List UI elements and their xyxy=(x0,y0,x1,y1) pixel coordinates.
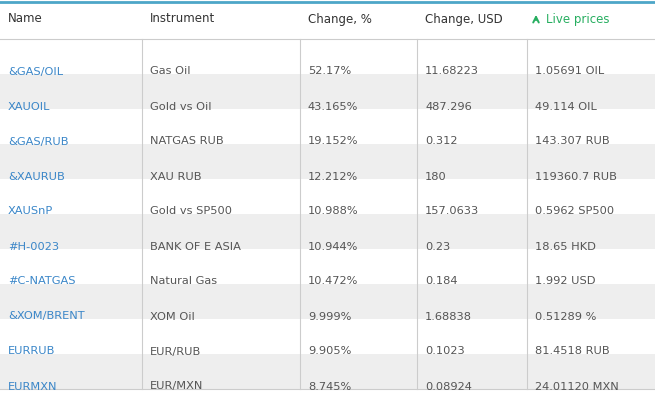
Text: XOM Oil: XOM Oil xyxy=(150,311,195,322)
Text: Natural Gas: Natural Gas xyxy=(150,276,217,286)
Text: 19.152%: 19.152% xyxy=(308,137,358,147)
Text: 8.745%: 8.745% xyxy=(308,381,351,391)
Text: 119360.7 RUB: 119360.7 RUB xyxy=(535,172,617,181)
Text: 9.999%: 9.999% xyxy=(308,311,351,322)
Text: Live prices: Live prices xyxy=(546,13,610,25)
Text: Gas Oil: Gas Oil xyxy=(150,67,191,76)
Text: #C-NATGAS: #C-NATGAS xyxy=(8,276,75,286)
Text: 24.01120 MXN: 24.01120 MXN xyxy=(535,381,619,391)
Text: EUR/RUB: EUR/RUB xyxy=(150,347,201,356)
Text: Name: Name xyxy=(8,13,43,25)
Text: &GAS/RUB: &GAS/RUB xyxy=(8,137,69,147)
Text: 180: 180 xyxy=(425,172,447,181)
Text: Change, %: Change, % xyxy=(308,13,372,25)
Text: 0.51289 %: 0.51289 % xyxy=(535,311,596,322)
Text: 157.0633: 157.0633 xyxy=(425,206,479,217)
Bar xyxy=(0,284,655,319)
Text: EURMXN: EURMXN xyxy=(8,381,58,391)
Text: &XOM/BRENT: &XOM/BRENT xyxy=(8,311,84,322)
Bar xyxy=(0,179,655,214)
Text: 11.68223: 11.68223 xyxy=(425,67,479,76)
Text: 1.05691 OIL: 1.05691 OIL xyxy=(535,67,604,76)
Text: &GAS/OIL: &GAS/OIL xyxy=(8,67,63,76)
Bar xyxy=(0,109,655,144)
Bar xyxy=(0,354,655,389)
Text: 0.1023: 0.1023 xyxy=(425,347,465,356)
Text: XAUSnP: XAUSnP xyxy=(8,206,53,217)
Text: 81.4518 RUB: 81.4518 RUB xyxy=(535,347,610,356)
Text: 0.5962 SP500: 0.5962 SP500 xyxy=(535,206,614,217)
Text: 10.944%: 10.944% xyxy=(308,242,358,252)
Text: 0.08924: 0.08924 xyxy=(425,381,472,391)
Bar xyxy=(0,214,655,249)
Text: Change, USD: Change, USD xyxy=(425,13,503,25)
Text: 10.472%: 10.472% xyxy=(308,276,358,286)
Text: 0.312: 0.312 xyxy=(425,137,457,147)
Text: &XAURUB: &XAURUB xyxy=(8,172,65,181)
Text: 12.212%: 12.212% xyxy=(308,172,358,181)
Text: NATGAS RUB: NATGAS RUB xyxy=(150,137,223,147)
Text: 43.165%: 43.165% xyxy=(308,101,358,112)
Text: 52.17%: 52.17% xyxy=(308,67,351,76)
Text: EURRUB: EURRUB xyxy=(8,347,56,356)
Text: Instrument: Instrument xyxy=(150,13,215,25)
Bar xyxy=(0,319,655,354)
Text: Gold vs Oil: Gold vs Oil xyxy=(150,101,212,112)
Text: XAUOIL: XAUOIL xyxy=(8,101,50,112)
Text: EUR/MXN: EUR/MXN xyxy=(150,381,203,391)
Text: 9.905%: 9.905% xyxy=(308,347,351,356)
Text: 0.23: 0.23 xyxy=(425,242,450,252)
Text: 1.992 USD: 1.992 USD xyxy=(535,276,595,286)
Text: 1.68838: 1.68838 xyxy=(425,311,472,322)
Bar xyxy=(0,144,655,179)
Text: 0.184: 0.184 xyxy=(425,276,457,286)
Text: 49.114 OIL: 49.114 OIL xyxy=(535,101,597,112)
Text: 487.296: 487.296 xyxy=(425,101,472,112)
Bar xyxy=(0,249,655,284)
Text: XAU RUB: XAU RUB xyxy=(150,172,202,181)
Text: #H-0023: #H-0023 xyxy=(8,242,59,252)
Text: BANK OF E ASIA: BANK OF E ASIA xyxy=(150,242,241,252)
Text: 143.307 RUB: 143.307 RUB xyxy=(535,137,610,147)
Text: 18.65 HKD: 18.65 HKD xyxy=(535,242,596,252)
Bar xyxy=(0,39,655,74)
Text: 10.988%: 10.988% xyxy=(308,206,359,217)
Bar xyxy=(0,74,655,109)
Text: Gold vs SP500: Gold vs SP500 xyxy=(150,206,232,217)
